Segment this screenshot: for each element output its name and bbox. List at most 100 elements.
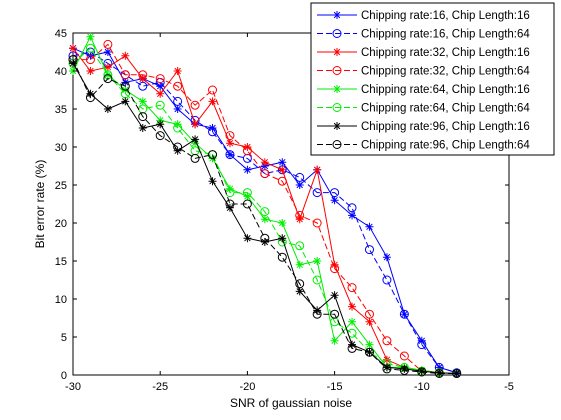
data-point [295,181,304,189]
data-point [295,260,304,269]
data-point [312,309,322,319]
data-point [348,317,357,326]
data-point [242,199,252,209]
y-tick-label: 30 [55,142,67,154]
x-tick-label: -5 [504,381,514,393]
x-tick-label: -25 [152,381,168,393]
data-point [208,97,217,106]
data-point [365,317,374,326]
data-point [330,196,339,205]
data-point [103,63,112,72]
legend: Chipping rate:16, Chip Length:16 Chipping… [310,2,555,156]
data-point [330,188,340,198]
legend-marker [332,66,342,75]
data-point [103,74,113,84]
legend-entry: Chipping rate:32, Chip Length:64 [317,66,530,78]
axis-layer: -30 -25 -20 -15 -10 -5 0 5 10 15 20 25 30 35 40 45 [55,28,514,393]
data-point [225,150,235,160]
data-point [452,369,461,378]
data-point [399,309,409,319]
data-point [330,291,339,300]
series-line [72,59,457,374]
data-point [208,127,218,137]
data-point [365,222,374,231]
series-line [72,51,457,374]
data-point [278,219,287,227]
data-point [347,343,357,353]
data-point [138,124,147,132]
y-tick-label: 15 [55,256,67,268]
data-point [120,81,130,91]
data-point [155,100,165,110]
data-point [348,211,357,220]
data-point [68,55,78,65]
data-point [156,120,165,129]
y-tick-label: 40 [55,66,67,78]
series-line [73,43,457,374]
data-point [435,368,444,377]
data-point [277,252,287,262]
data-point [295,172,305,182]
legend-marker [333,48,341,56]
legend-label: Chipping rate:64, Chip Length:16 [361,84,530,96]
data-point [312,218,322,228]
data-point [138,112,148,122]
legend-entry: Chipping rate:96, Chip Length:16 [317,121,530,133]
data-point [260,233,270,243]
legend-entry: Chipping rate:16, Chip Length:16 [317,10,530,22]
legend-label: Chipping rate:64, Chip Length:64 [361,103,530,115]
legend-label: Chipping rate:96, Chip Length:16 [361,121,530,133]
series-8 [68,55,462,378]
series-line [72,47,457,374]
data-point [400,364,409,373]
data-point [173,142,183,152]
data-point [208,177,217,186]
data-point [260,215,269,224]
data-point [347,203,357,213]
data-point [243,234,252,243]
data-point [85,55,95,65]
data-point [417,367,427,377]
legend-marker [333,122,341,130]
data-point [295,210,305,220]
data-point [86,67,95,75]
data-point [452,368,462,378]
data-point [295,279,305,289]
x-tick-label: -20 [239,381,255,393]
data-point [85,93,95,103]
legend-marker [332,140,342,149]
data-point [69,44,77,53]
data-point [260,207,270,217]
data-point [173,105,182,113]
data-point [382,275,392,285]
data-point [365,340,374,349]
data-point [313,165,322,174]
data-point [208,150,218,160]
y-tick-label: 35 [55,104,67,116]
data-point [399,351,409,361]
y-tick-label: 10 [55,294,67,306]
data-point [313,257,322,265]
data-point [103,48,112,56]
legend-entry: Chipping rate:96, Chip Length:64 [317,140,530,152]
data-point [121,97,130,106]
data-point [85,43,95,53]
y-tick-label: 25 [55,180,67,192]
x-tick-label: -10 [414,381,430,393]
data-point [225,139,234,148]
data-point [278,158,287,167]
data-point [330,309,340,319]
legend-entry: Chipping rate:32, Chip Length:16 [317,47,530,59]
data-point [103,105,112,113]
data-point [121,51,130,60]
y-tick-label: 20 [55,218,67,230]
data-point [278,234,287,243]
y-axis-label: Bit error rate (%) [33,160,47,249]
legend-label: Chipping rate:32, Chip Length:16 [361,47,530,59]
data-point [399,365,409,375]
legend-marker [332,103,342,112]
legend-marker [332,29,342,38]
data-point [330,264,340,274]
legend-label: Chipping rate:96, Chip Length:64 [361,140,530,152]
